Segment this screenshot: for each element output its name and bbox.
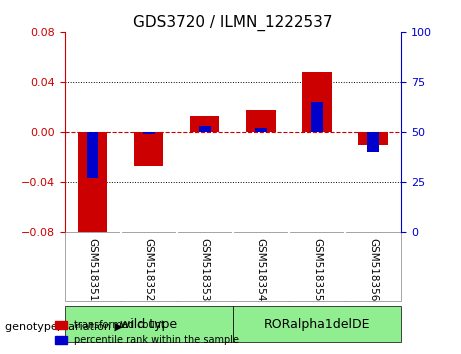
Bar: [78, 132, 107, 235]
FancyBboxPatch shape: [233, 306, 401, 342]
Text: GSM518354: GSM518354: [256, 238, 266, 301]
Bar: [311, 102, 323, 132]
Bar: [246, 109, 276, 132]
Bar: [143, 132, 154, 134]
Text: GSM518351: GSM518351: [88, 238, 98, 301]
Legend: transformed count, percentile rank within the sample: transformed count, percentile rank withi…: [51, 316, 243, 349]
Text: GSM518356: GSM518356: [368, 238, 378, 301]
Text: RORalpha1delDE: RORalpha1delDE: [264, 318, 370, 331]
Bar: [367, 132, 379, 152]
Bar: [87, 132, 99, 178]
Text: genotype/variation ▶: genotype/variation ▶: [5, 322, 123, 332]
Bar: [134, 132, 163, 166]
Bar: [302, 72, 331, 132]
Text: GSM518352: GSM518352: [144, 238, 154, 301]
Title: GDS3720 / ILMN_1222537: GDS3720 / ILMN_1222537: [133, 14, 332, 30]
Bar: [358, 132, 388, 145]
Text: GSM518353: GSM518353: [200, 238, 210, 301]
Bar: [255, 128, 267, 132]
Text: GSM518355: GSM518355: [312, 238, 322, 301]
Bar: [190, 116, 219, 132]
Text: wild type: wild type: [120, 318, 177, 331]
Bar: [199, 126, 211, 132]
FancyBboxPatch shape: [65, 306, 233, 342]
